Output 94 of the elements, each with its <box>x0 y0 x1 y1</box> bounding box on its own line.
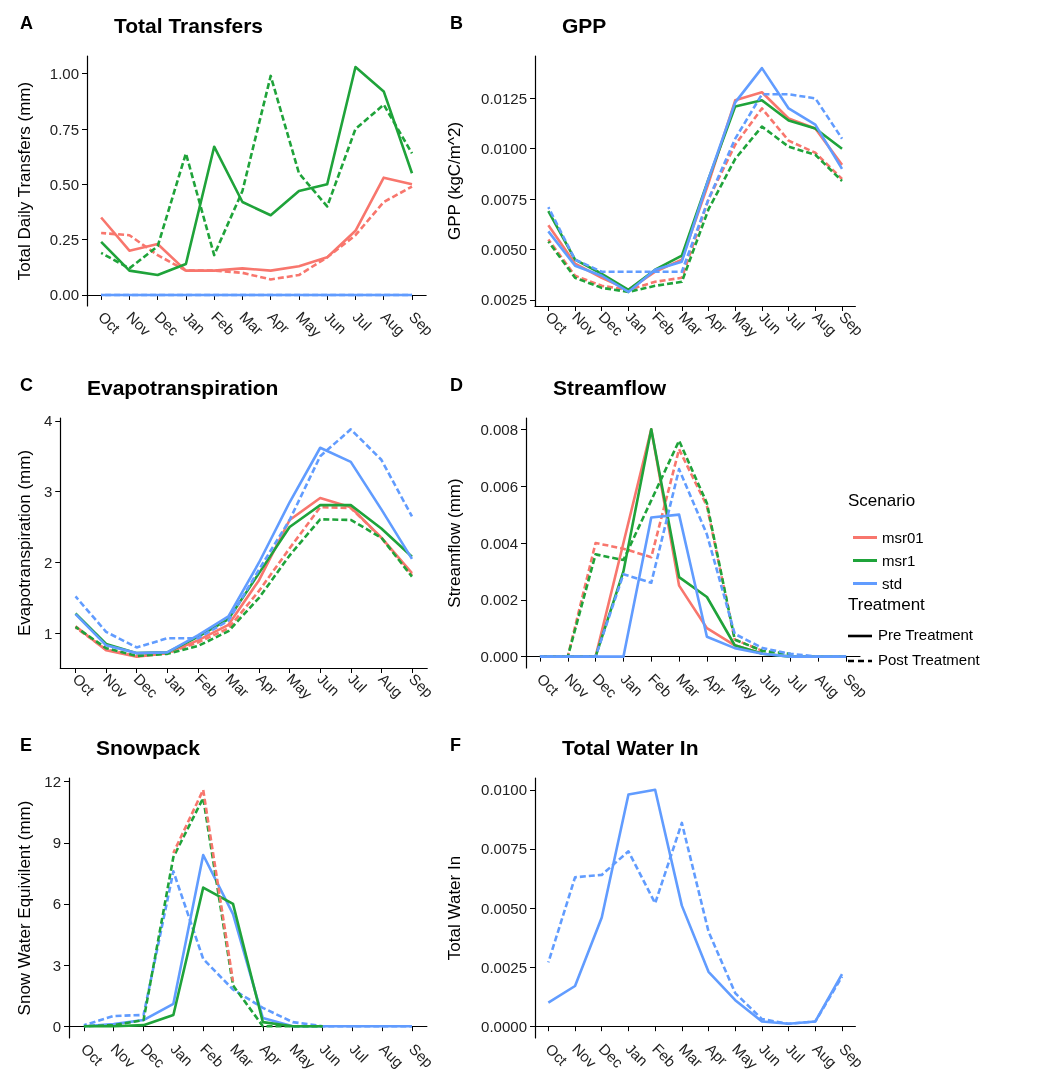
y-tick-label: 1 <box>43 624 53 642</box>
x-tick-label: Jul <box>344 669 371 696</box>
x-tick-label: Jul <box>782 307 809 334</box>
y-tick-label: 3 <box>43 483 53 501</box>
x-tick-label: Jun <box>321 307 351 338</box>
y-tick-label: 0.0050 <box>481 241 527 259</box>
text: B <box>450 13 463 33</box>
y-axis-title: Evapotranspiration (mm) <box>15 449 34 637</box>
y-axis-title: Streamflow (mm) <box>445 478 464 608</box>
text: Post Treatment <box>878 651 981 668</box>
y-tick-label: 0.006 <box>480 477 518 495</box>
x-tick-label: Aug <box>375 669 407 701</box>
text: Pre Treatment <box>878 626 974 643</box>
x-tick-label: Feb <box>649 307 680 339</box>
y-axis-title: Total Daily Transfers (mm) <box>15 81 34 281</box>
y-tick-label: 0.0075 <box>481 840 527 858</box>
text: C <box>20 375 33 395</box>
x-tick-label: Feb <box>197 1039 228 1071</box>
y-tick-label: 0.25 <box>49 231 79 249</box>
x-tick-label: Jan <box>161 669 191 700</box>
y-tick-label: 0.75 <box>49 120 79 138</box>
chart-title: Streamflow <box>553 376 667 399</box>
legend-label: std <box>882 575 903 592</box>
x-tick-label: Nov <box>100 669 132 702</box>
y-axis-title: Total Water In <box>445 855 464 961</box>
x-tick-label: Feb <box>191 669 223 701</box>
x-tick-label: Jun <box>756 669 786 700</box>
x-tick-label: Oct <box>69 669 99 700</box>
x-tick-label: Sep <box>405 669 437 701</box>
x-tick-label: Oct <box>542 1039 572 1070</box>
x-tick-label: Aug <box>376 1039 408 1071</box>
chart-title: Total Water In <box>562 736 699 759</box>
x-tick-label: Dec <box>130 669 162 702</box>
x-tick-label: Oct <box>533 669 563 700</box>
y-tick-label: 0.0125 <box>481 89 527 107</box>
x-tick-label: Mar <box>236 307 267 339</box>
chart-title: Snowpack <box>96 736 201 759</box>
y-tick-label: 0.0025 <box>481 958 527 976</box>
y-tick-label: 1.00 <box>49 65 79 83</box>
x-tick-label: Jun <box>316 1039 346 1070</box>
x-tick-label: Oct <box>95 307 125 338</box>
y-tick-label: 0.0100 <box>481 140 527 158</box>
y-tick-label: 3 <box>52 956 61 974</box>
x-tick-label: Mar <box>227 1039 258 1071</box>
legend-label: msr01 <box>882 529 924 546</box>
y-tick-label: 2 <box>43 553 53 571</box>
y-tick-label: 0.00 <box>49 286 79 304</box>
x-tick-label: Oct <box>542 307 572 338</box>
x-tick-label: Jan <box>167 1039 197 1070</box>
y-tick-label: 4 <box>43 412 53 430</box>
y-tick-label: 0 <box>52 1017 61 1035</box>
x-tick-label: Apr <box>264 307 294 337</box>
x-tick-label: Feb <box>645 669 676 701</box>
y-tick-label: 0.0050 <box>481 899 527 917</box>
chart-title: GPP <box>562 14 607 37</box>
x-tick-label: Jul <box>346 1039 372 1066</box>
y-tick-label: 0.008 <box>480 420 518 438</box>
x-tick-label: Apr <box>702 307 732 337</box>
x-tick-label: Dec <box>137 1039 169 1072</box>
y-axis-title: Snow Water Equivilent (mm) <box>15 800 34 1016</box>
legend-label: msr1 <box>882 552 916 569</box>
x-tick-label: Feb <box>649 1039 680 1071</box>
x-tick-label: Sep <box>405 1039 437 1071</box>
y-tick-label: 0.0100 <box>481 781 527 799</box>
y-tick-label: 12 <box>44 773 61 791</box>
y-tick-label: 9 <box>52 834 61 852</box>
x-tick-label: Jul <box>349 307 376 334</box>
y-tick-label: 0.0025 <box>481 291 527 309</box>
x-tick-label: Jun <box>314 669 344 700</box>
legend-title: Scenario <box>848 491 916 510</box>
chart-title: Total Transfers <box>114 14 263 37</box>
y-tick-label: 0.000 <box>480 648 518 666</box>
x-tick-label: Apr <box>256 1039 286 1069</box>
annotation: Treatment <box>848 595 926 614</box>
x-tick-label: Jul <box>784 669 810 696</box>
x-tick-label: Oct <box>77 1039 107 1070</box>
y-tick-label: 0.0075 <box>481 190 527 208</box>
chart-title: Evapotranspiration <box>87 376 279 399</box>
x-tick-label: Apr <box>702 1039 732 1069</box>
text: D <box>450 375 463 395</box>
text: E <box>20 735 33 755</box>
y-tick-label: 0.50 <box>49 175 79 193</box>
text: A <box>20 13 33 33</box>
y-tick-label: 0.0000 <box>481 1017 527 1035</box>
x-tick-label: Feb <box>208 307 239 339</box>
y-tick-label: 0.002 <box>480 591 518 609</box>
x-tick-label: Jul <box>782 1039 809 1066</box>
text: F <box>450 735 461 755</box>
x-tick-label: Apr <box>253 669 282 699</box>
x-tick-label: Nov <box>107 1039 139 1072</box>
y-axis-title: GPP (kgC/m^2) <box>445 121 464 241</box>
y-tick-label: 0.004 <box>480 534 518 552</box>
x-tick-label: Mar <box>222 669 253 701</box>
y-tick-label: 6 <box>52 895 61 913</box>
